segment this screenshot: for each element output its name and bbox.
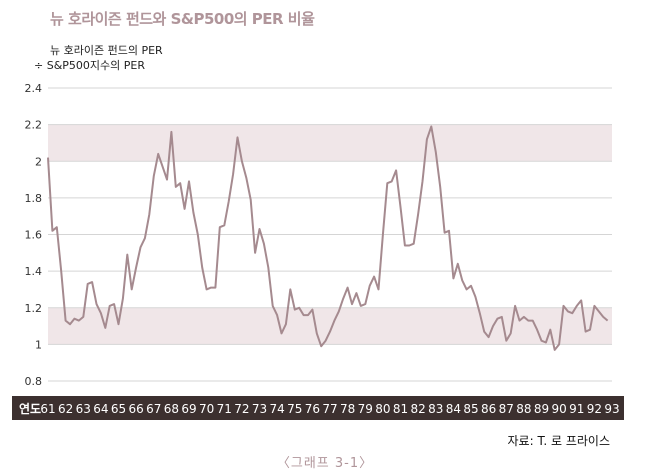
x-tick-label: 62 — [58, 402, 73, 416]
x-tick-label: 85 — [463, 402, 478, 416]
y-tick-label: 1 — [35, 338, 42, 351]
y-tick-label: 1.6 — [25, 229, 43, 242]
x-tick-label: 82 — [410, 402, 425, 416]
series-line-0 — [47, 125, 609, 351]
x-tick-label: 61 — [40, 402, 55, 416]
x-tick-label: 67 — [146, 402, 161, 416]
y-tick-label: 1.2 — [25, 302, 43, 315]
x-tick-label: 76 — [305, 402, 320, 416]
per-ratio-chart: 0.8 1 1.2 1.4 1.6 1.8 2 2.2 2.4 연도 61 62 63 64 65 66 67… — [12, 82, 624, 420]
x-tick-label: 90 — [551, 402, 566, 416]
y-axis-label-line1: 뉴 호라이즌 펀드의 PER — [50, 44, 163, 57]
x-tick-label: 93 — [604, 402, 619, 416]
x-tick-label: 69 — [181, 402, 196, 416]
x-tick-label: 64 — [93, 402, 108, 416]
y-tick-label: 2.2 — [25, 119, 43, 132]
x-axis-label: 연도 — [19, 401, 41, 416]
x-tick-label: 70 — [199, 402, 214, 416]
x-tick-label: 92 — [587, 402, 602, 416]
x-tick-label: 81 — [393, 402, 408, 416]
source-note: 자료: T. 로 프라이스 — [507, 434, 611, 448]
band-0 — [48, 307, 612, 345]
y-tick-label: 2 — [35, 155, 42, 168]
x-tick-label: 88 — [516, 402, 531, 416]
x-tick-label: 80 — [375, 402, 390, 416]
y-tick-label: 0.8 — [25, 375, 43, 388]
x-tick-label: 91 — [569, 402, 584, 416]
x-tick-label: 71 — [217, 402, 232, 416]
x-tick-label: 63 — [76, 402, 91, 416]
x-tick-label: 83 — [428, 402, 443, 416]
x-axis-ticks: 연도 61 62 63 64 65 66 67 68 69 70 71 72 73 74 75 76 77 78 79… — [19, 401, 620, 416]
x-tick-label: 77 — [322, 402, 337, 416]
x-tick-label: 87 — [499, 402, 514, 416]
x-tick-label: 66 — [128, 402, 143, 416]
x-tick-label: 84 — [446, 402, 461, 416]
highlight-bands — [48, 124, 612, 345]
x-tick-label: 75 — [287, 402, 302, 416]
x-tick-label: 86 — [481, 402, 496, 416]
x-tick-label: 65 — [111, 402, 126, 416]
x-tick-label: 89 — [534, 402, 549, 416]
y-tick-label: 2.4 — [25, 82, 43, 95]
y-axis-label: 뉴 호라이즌 펀드의 PER ÷ S&P500지수의 PER — [34, 43, 163, 73]
x-tick-label: 78 — [340, 402, 355, 416]
x-tick-label: 72 — [234, 402, 249, 416]
band-1 — [48, 124, 612, 162]
year-axis-bar — [12, 396, 624, 420]
y-axis-ticks: 0.8 1 1.2 1.4 1.6 1.8 2 2.2 2.4 — [25, 82, 43, 388]
x-tick-label: 74 — [269, 402, 284, 416]
y-tick-label: 1.4 — [25, 265, 43, 278]
x-tick-label: 68 — [164, 402, 179, 416]
series-layer — [47, 125, 609, 351]
chart-title: 뉴 호라이즌 펀드와 S&P500의 PER 비율 — [50, 10, 315, 28]
y-axis-label-line2: ÷ S&P500지수의 PER — [34, 59, 145, 72]
grid-lines — [48, 87, 612, 382]
figure-caption: 〈그래프 3-1〉 — [276, 456, 374, 471]
x-tick-label: 73 — [252, 402, 267, 416]
x-tick-label: 79 — [358, 402, 373, 416]
y-tick-label: 1.8 — [25, 192, 43, 205]
